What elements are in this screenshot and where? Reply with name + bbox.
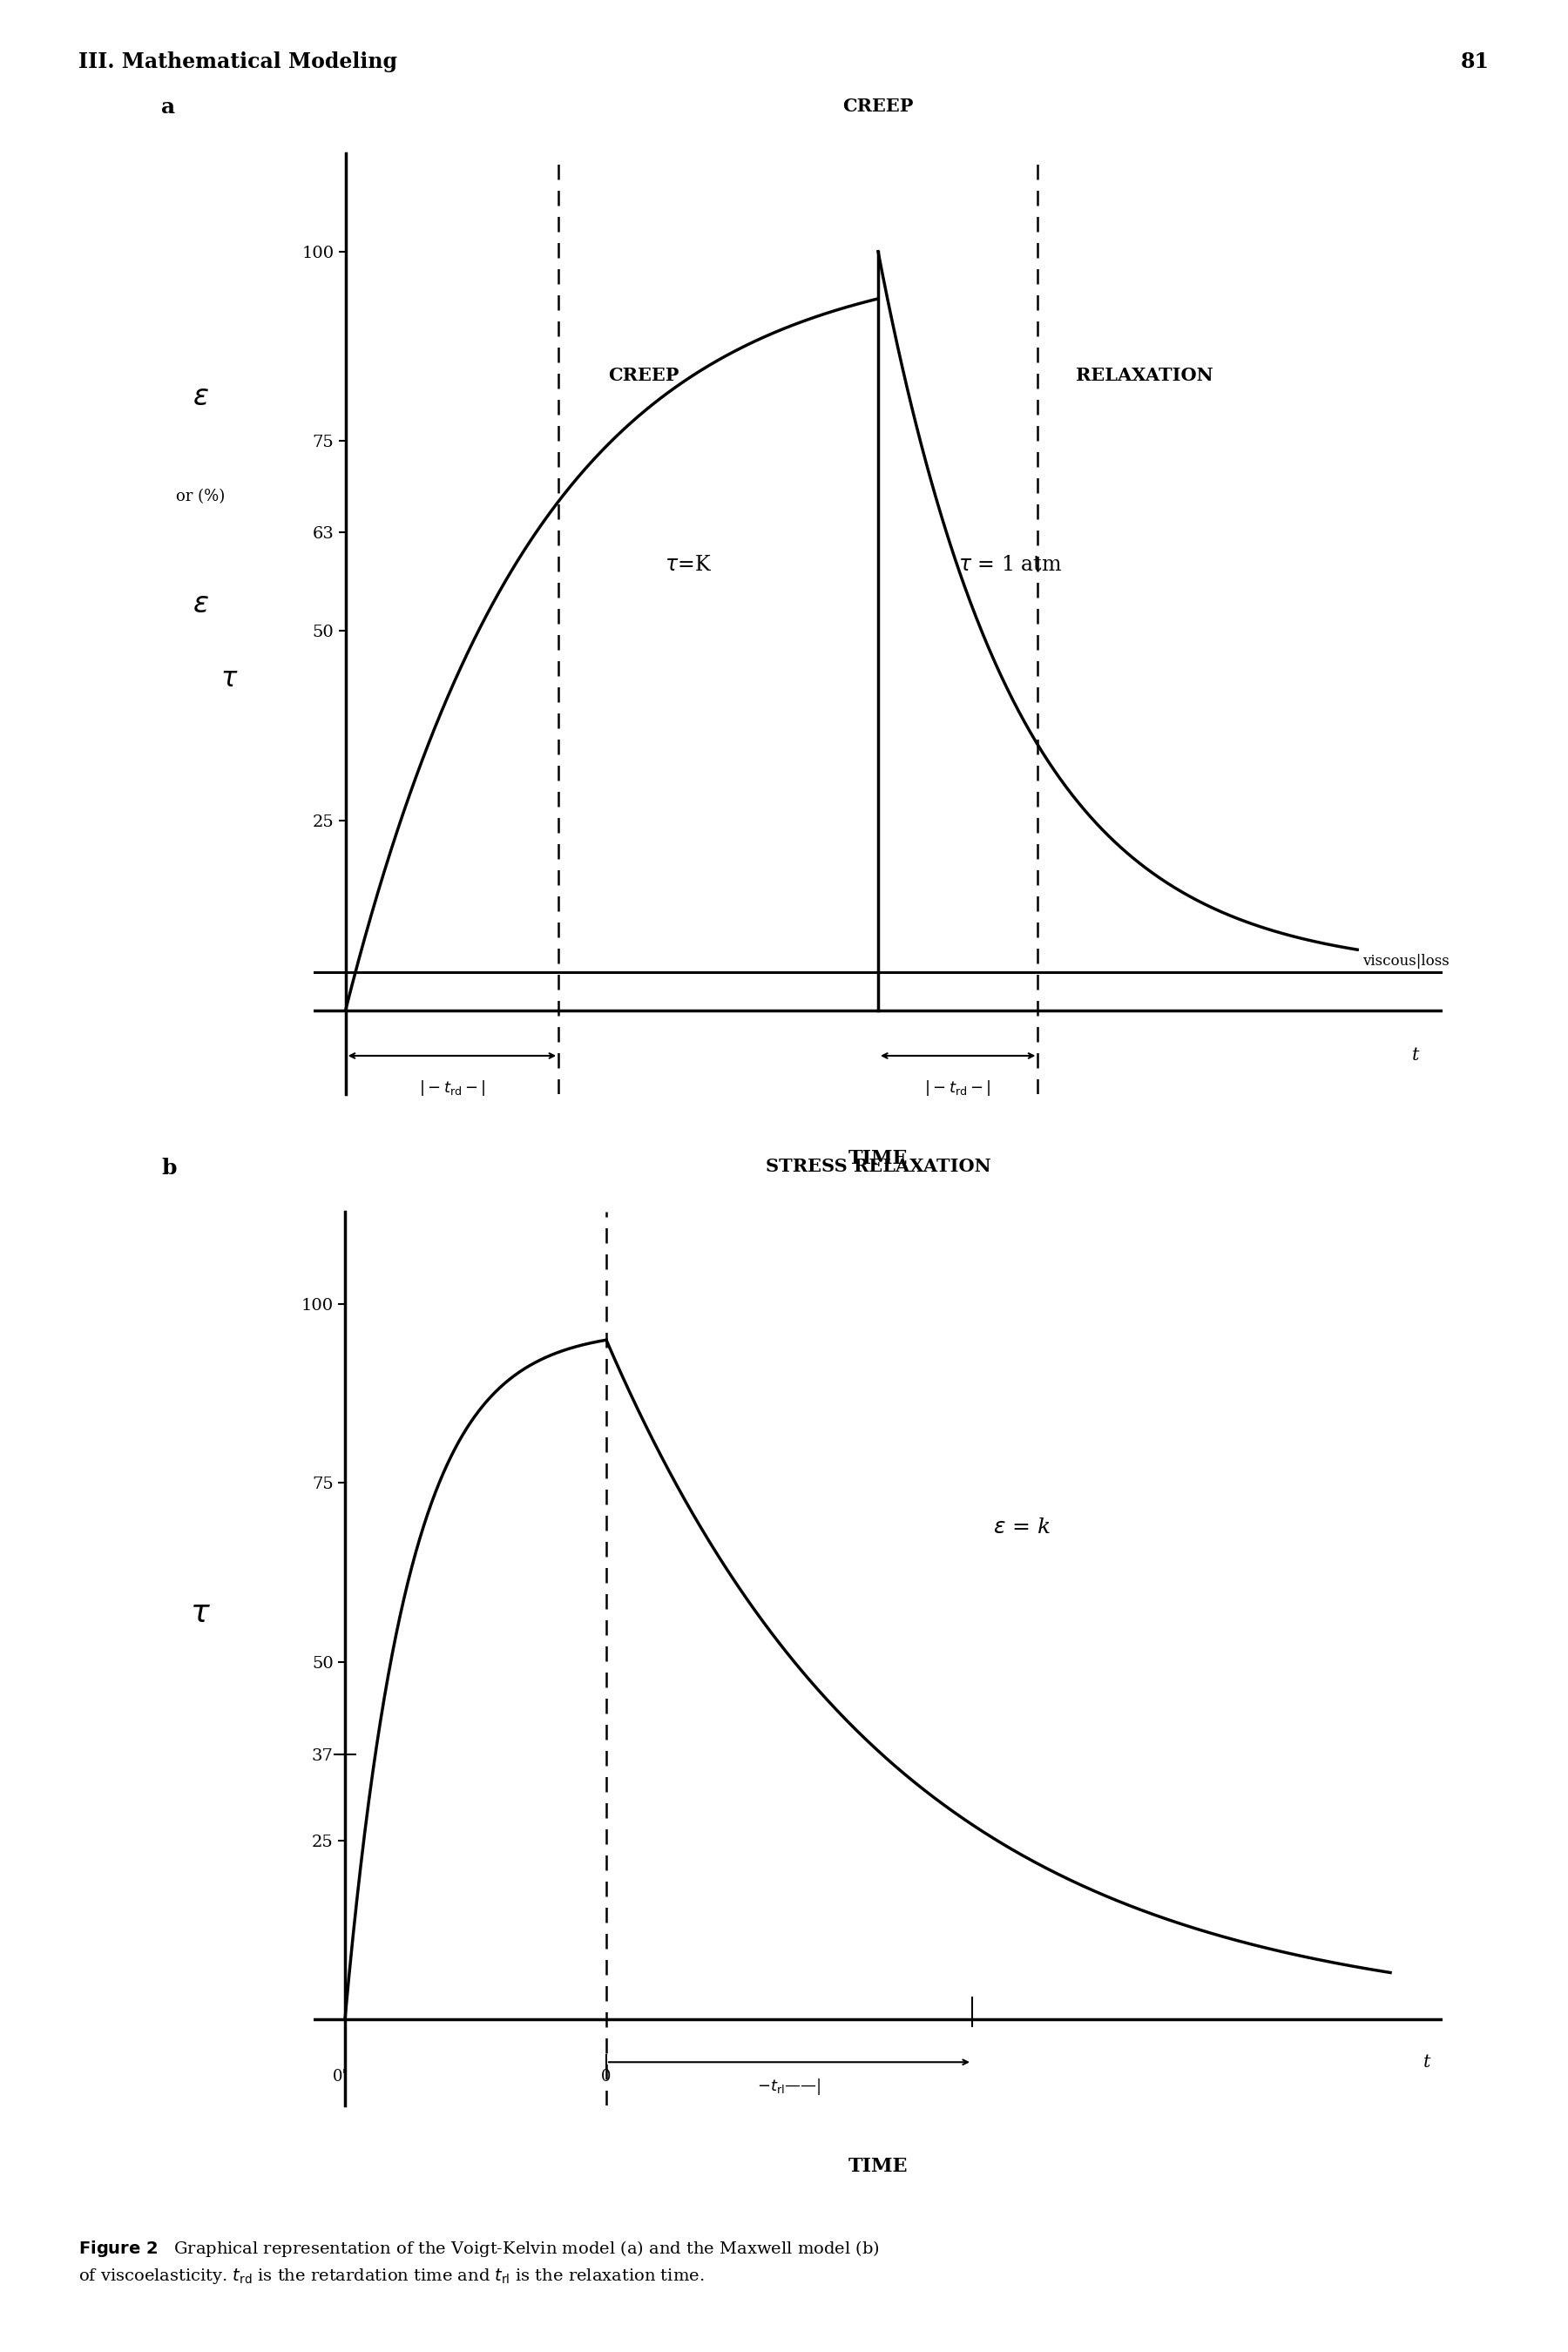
Text: t: t bbox=[1424, 2053, 1430, 2070]
Text: viscous|loss: viscous|loss bbox=[1363, 953, 1449, 969]
Text: $\varepsilon$: $\varepsilon$ bbox=[193, 590, 209, 619]
Text: $\mathit{\tau}$ = 1 atm: $\mathit{\tau}$ = 1 atm bbox=[958, 555, 1062, 574]
Text: 81: 81 bbox=[1461, 52, 1490, 73]
Text: or (%): or (%) bbox=[176, 489, 226, 503]
Text: STRESS RELAXATION: STRESS RELAXATION bbox=[765, 1157, 991, 1176]
Text: 0': 0' bbox=[332, 2070, 347, 2084]
Text: TIME: TIME bbox=[848, 1150, 908, 1169]
Text: $\tau$: $\tau$ bbox=[220, 666, 238, 691]
Text: $\varepsilon$: $\varepsilon$ bbox=[193, 383, 209, 412]
Text: III. Mathematical Modeling: III. Mathematical Modeling bbox=[78, 52, 397, 73]
Text: CREEP: CREEP bbox=[608, 367, 679, 383]
Text: $-t_{\rm rl}$——|: $-t_{\rm rl}$——| bbox=[757, 2077, 822, 2096]
Text: b: b bbox=[162, 1157, 177, 1178]
Text: t: t bbox=[1413, 1047, 1419, 1063]
Text: $\mathit{\tau}$=K: $\mathit{\tau}$=K bbox=[665, 555, 712, 574]
Text: TIME: TIME bbox=[848, 2157, 908, 2176]
Text: $|-t_{\rm rd}-|$: $|-t_{\rm rd}-|$ bbox=[925, 1080, 991, 1098]
Text: 0: 0 bbox=[601, 2070, 612, 2084]
Text: a: a bbox=[162, 96, 176, 118]
Text: $\bf{Figure\ 2}$   Graphical representation of the Voigt-Kelvin model (a) and th: $\bf{Figure\ 2}$ Graphical representatio… bbox=[78, 2239, 880, 2286]
Text: $\varepsilon$ = k: $\varepsilon$ = k bbox=[993, 1517, 1051, 1538]
Text: $|-t_{\rm rd}-|$: $|-t_{\rm rd}-|$ bbox=[419, 1080, 486, 1098]
Text: RELAXATION: RELAXATION bbox=[1076, 367, 1214, 383]
Text: $\tau$: $\tau$ bbox=[190, 1599, 212, 1628]
Text: CREEP: CREEP bbox=[842, 99, 914, 115]
